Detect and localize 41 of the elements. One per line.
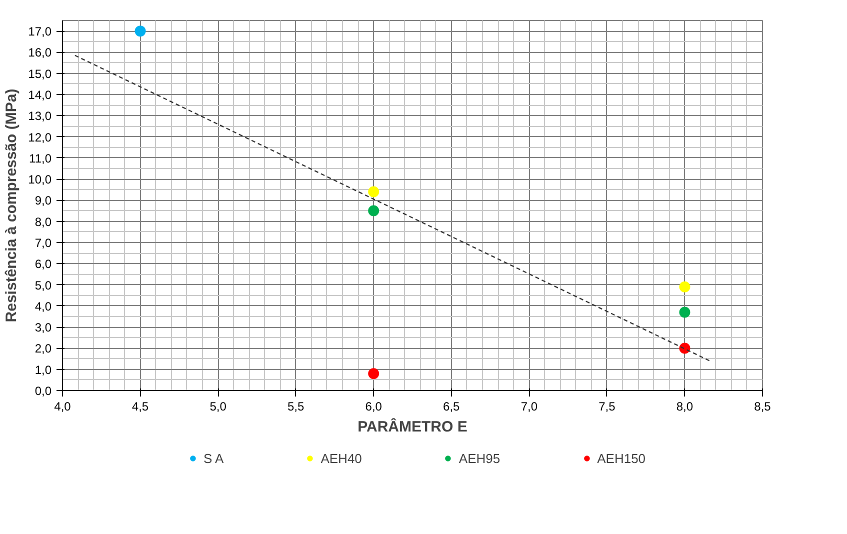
- x-tick-label: 7,0: [520, 400, 538, 414]
- point: [679, 306, 690, 318]
- y-tick-label: 11,0: [29, 151, 52, 166]
- legend-label: S A: [203, 450, 224, 466]
- x-tick-label: 4,5: [132, 400, 149, 414]
- y-tick-label: 14,0: [28, 88, 52, 102]
- y-tick-label: 17,0: [28, 24, 52, 39]
- x-tick-label: 6,5: [443, 400, 460, 414]
- point: [368, 186, 380, 198]
- y-tick-label: 13,0: [28, 109, 52, 124]
- legend-label: AEH150: [597, 450, 646, 466]
- point: [368, 368, 380, 380]
- x-tick-label: 4,0: [54, 400, 72, 414]
- x-tick-label: 8,0: [676, 400, 694, 414]
- x-tick-label: 6,0: [365, 400, 382, 414]
- point: [134, 26, 146, 37]
- point: [679, 342, 690, 354]
- y-tick-label: 4,0: [34, 299, 52, 314]
- legend-label: AEH95: [458, 450, 500, 466]
- x-tick-label: 5,0: [210, 400, 227, 414]
- point: [368, 205, 380, 216]
- y-tick-label: 8,0: [34, 214, 52, 229]
- y-tick-label: 2,0: [34, 342, 52, 356]
- y-tick-label: 7,0: [34, 236, 52, 250]
- x-tick-label: 5,5: [287, 400, 304, 414]
- y-tick-label: 16,0: [28, 46, 52, 60]
- y-axis-title: Resistência à compressão (MPa): [3, 88, 20, 322]
- x-tick-label: 8,5: [754, 400, 772, 414]
- point: [679, 281, 690, 292]
- y-tick-label: 5,0: [34, 278, 52, 292]
- y-tick-label: 12,0: [28, 130, 52, 144]
- y-tick-label: 6,0: [34, 257, 52, 272]
- legend-label: AEH40: [320, 450, 362, 466]
- y-tick-label: 3,0: [34, 320, 52, 335]
- y-tick-label: 0,0: [34, 384, 52, 398]
- y-tick-label: 10,0: [28, 172, 52, 187]
- x-axis-title: PARÂMETRO E: [358, 418, 468, 436]
- y-tick-label: 15,0: [28, 66, 52, 81]
- y-tick-label: 9,0: [34, 194, 52, 208]
- y-tick-label: 1,0: [34, 362, 52, 377]
- x-tick-label: 7,5: [598, 400, 616, 414]
